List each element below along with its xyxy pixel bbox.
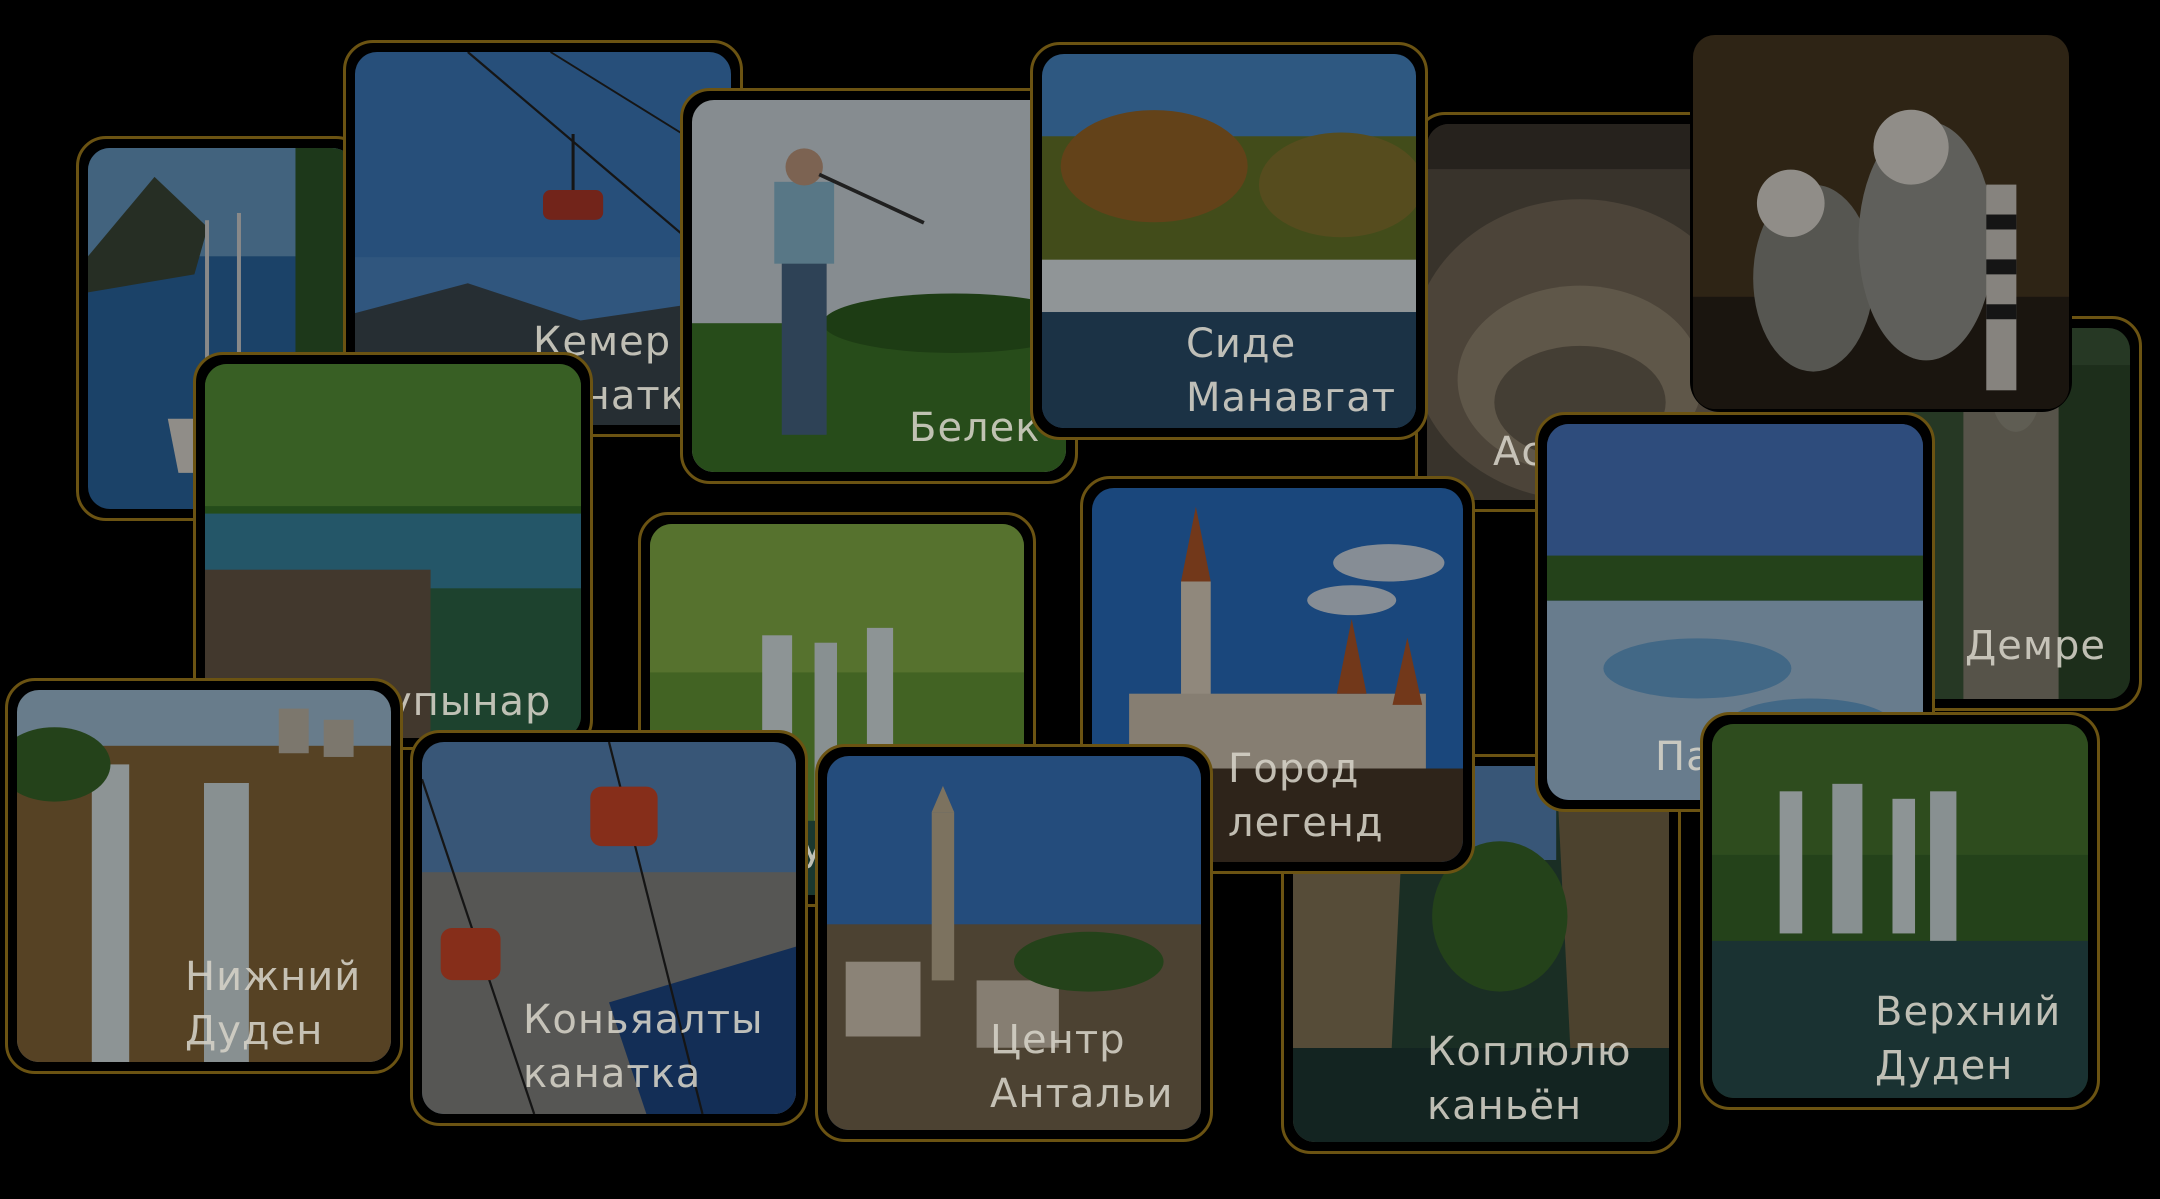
card-label: Верхний Дуден [1875,989,2062,1089]
card-label: Сиде Манавгат [1186,321,1397,421]
card-konyaalti[interactable]: Коньяалты канатка [410,730,808,1126]
jungle-waterfall-photo-icon [1712,724,2088,1098]
golfer-photo-icon [692,100,1066,472]
card-label: Коплюлю каньён [1427,1029,1632,1129]
card-lemurs[interactable] [1690,32,2072,412]
card-antalya[interactable]: Центр Антальи [815,744,1213,1142]
card-label: Белек [909,405,1041,451]
old-town-photo-icon [827,756,1201,1130]
card-side[interactable]: Сиде Манавгат [1030,42,1428,440]
cliff-waterfall-photo-icon [17,690,391,1062]
card-upper-duden[interactable]: Верхний Дуден [1700,712,2100,1110]
card-label: Ас [1493,429,1545,475]
card-ulupinar[interactable]: Улупынар [193,352,593,750]
card-label: Демре [1965,623,2107,669]
card-label: Центр Антальи [990,1017,1174,1117]
card-label: Город легенд [1228,746,1384,846]
card-belek[interactable]: Белек [680,88,1078,484]
waterfall-photo-icon [1042,54,1416,428]
card-label: Коньяалты канатка [523,997,764,1097]
cable-car-city-photo-icon [422,742,796,1114]
river-restaurant-photo-icon [205,364,581,738]
card-label: Нижний Дуден [185,954,362,1054]
card-lower-duden[interactable]: Нижний Дуден [5,678,403,1074]
lemurs-photo-icon [1693,35,2069,409]
